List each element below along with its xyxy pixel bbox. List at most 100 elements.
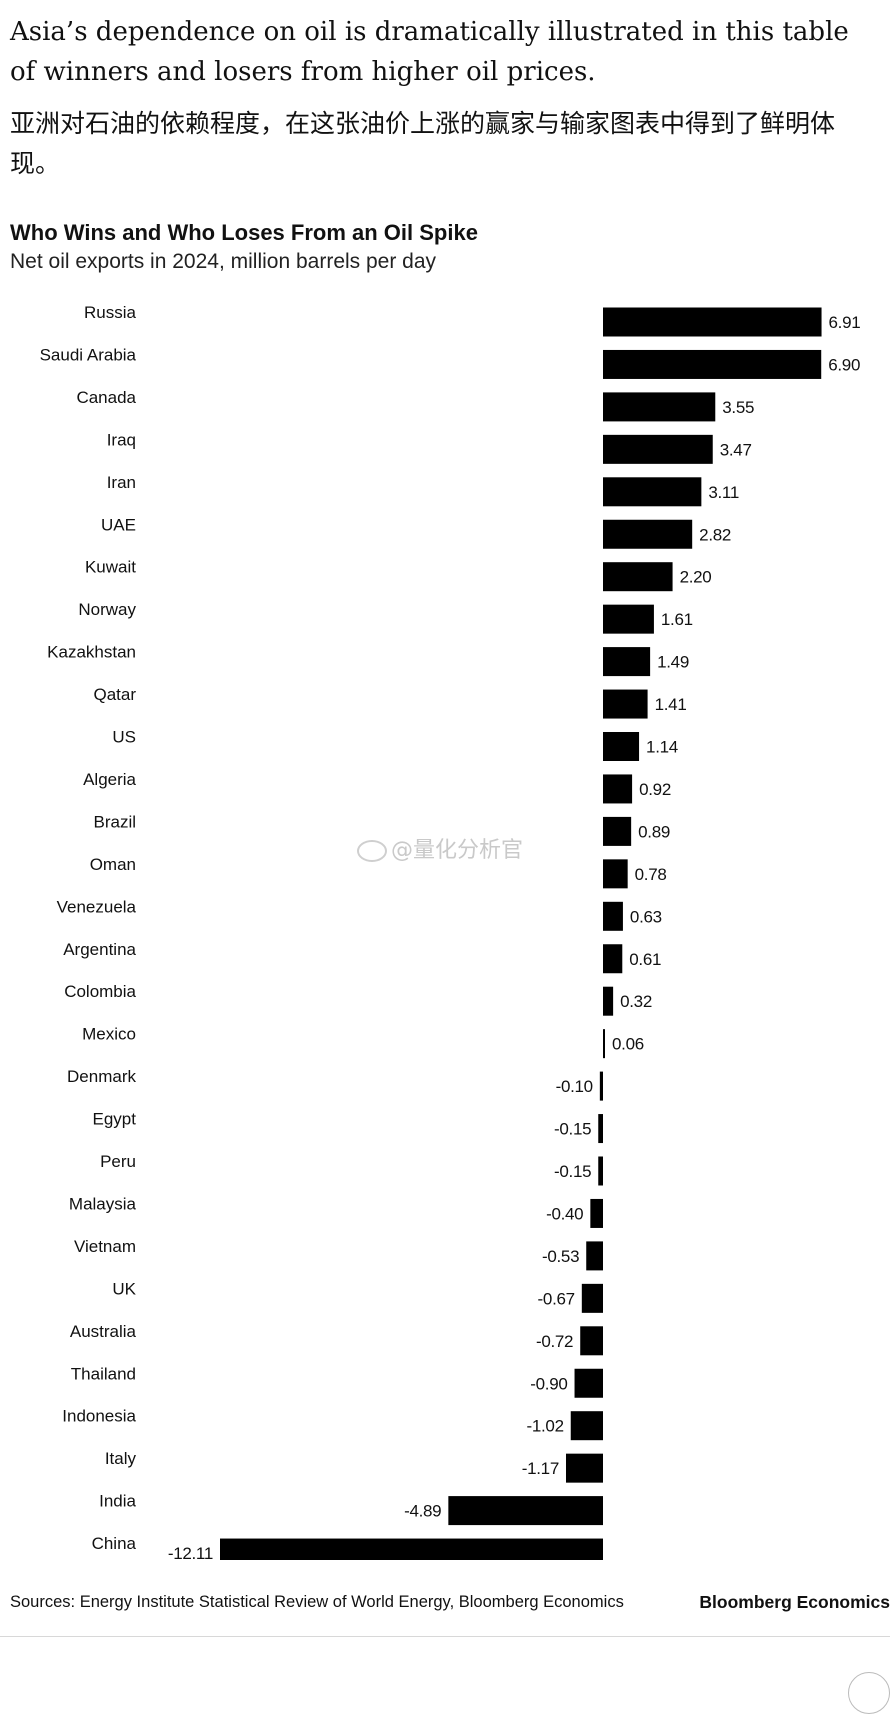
category-label-saudi-arabia: Saudi Arabia xyxy=(40,345,137,364)
category-label-brazil: Brazil xyxy=(93,812,136,831)
category-label-kuwait: Kuwait xyxy=(85,558,136,577)
value-label-australia: -0.72 xyxy=(536,1332,573,1351)
value-label-us: 1.14 xyxy=(646,738,678,757)
value-label-algeria: 0.92 xyxy=(639,780,671,799)
category-label-venezuela: Venezuela xyxy=(57,897,137,916)
category-label-kazakhstan: Kazakhstan xyxy=(47,643,136,662)
bar-uk xyxy=(581,1283,603,1313)
category-label-thailand: Thailand xyxy=(71,1364,136,1383)
value-label-indonesia: -1.02 xyxy=(526,1417,563,1436)
value-label-canada: 3.55 xyxy=(722,398,754,417)
article-intro-chinese: 亚洲对石油的依赖程度，在这张油价上涨的赢家与输家图表中得到了鲜明体现。 xyxy=(10,109,836,178)
value-label-argentina: 0.61 xyxy=(629,950,661,969)
bar-egypt xyxy=(598,1114,603,1144)
bar-mexico xyxy=(603,1029,605,1059)
round-action-icon[interactable] xyxy=(848,1672,890,1714)
category-label-italy: Italy xyxy=(105,1449,137,1468)
bar-algeria xyxy=(603,774,633,804)
value-label-india: -4.89 xyxy=(404,1502,441,1521)
category-label-india: India xyxy=(99,1492,136,1511)
value-label-brazil: 0.89 xyxy=(638,822,670,841)
category-label-colombia: Colombia xyxy=(64,982,136,1001)
value-label-malaysia: -0.40 xyxy=(546,1204,583,1223)
value-label-denmark: -0.10 xyxy=(556,1077,593,1096)
bar-iran xyxy=(603,477,702,507)
value-label-mexico: 0.06 xyxy=(612,1035,644,1054)
bar-russia xyxy=(603,307,822,337)
bar-oman xyxy=(603,859,628,889)
chart-source: Sources: Energy Institute Statistical Re… xyxy=(10,1593,624,1611)
bar-kuwait xyxy=(603,562,673,592)
bar-thailand xyxy=(574,1368,603,1398)
divider xyxy=(0,1636,890,1637)
bar-kazakhstan xyxy=(603,647,651,677)
category-label-vietnam: Vietnam xyxy=(74,1237,136,1256)
value-label-oman: 0.78 xyxy=(635,865,667,884)
bar-peru xyxy=(598,1156,603,1186)
bar-venezuela xyxy=(603,901,623,931)
category-label-uk: UK xyxy=(112,1279,136,1298)
value-label-peru: -0.15 xyxy=(554,1162,591,1181)
bar-italy xyxy=(565,1453,603,1483)
category-label-denmark: Denmark xyxy=(67,1067,136,1086)
category-label-egypt: Egypt xyxy=(93,1110,137,1129)
value-label-uae: 2.82 xyxy=(699,525,731,544)
article-intro-english: Asia’s dependence on oil is dramatically… xyxy=(10,17,849,87)
bar-colombia xyxy=(603,986,614,1016)
category-label-canada: Canada xyxy=(76,388,136,407)
bar-brazil xyxy=(603,816,632,846)
bar-iraq xyxy=(603,434,713,464)
bar-malaysia xyxy=(590,1198,603,1228)
category-label-mexico: Mexico xyxy=(82,1025,136,1044)
watermark: @量化分析官 xyxy=(357,832,523,864)
bar-uae xyxy=(603,519,693,549)
category-label-qatar: Qatar xyxy=(93,685,136,704)
value-label-vietnam: -0.53 xyxy=(542,1247,579,1266)
category-label-oman: Oman xyxy=(90,855,136,874)
bar-us xyxy=(603,732,640,761)
bar-indonesia xyxy=(570,1411,603,1441)
value-label-italy: -1.17 xyxy=(522,1459,559,1478)
category-label-china: China xyxy=(92,1534,137,1553)
category-label-algeria: Algeria xyxy=(83,770,136,789)
category-label-argentina: Argentina xyxy=(63,940,136,959)
weibo-logo-icon xyxy=(357,840,387,862)
bar-india xyxy=(448,1496,603,1526)
watermark-text: @量化分析官 xyxy=(391,838,524,863)
bar-denmark xyxy=(599,1071,603,1101)
bar-chart: Russia 6.91 Saudi Arabia 6.90 Canada 3.55 Iraq… xyxy=(40,303,861,1560)
category-label-iran: Iran xyxy=(107,473,136,492)
value-label-qatar: 1.41 xyxy=(655,695,687,714)
category-label-iraq: Iraq xyxy=(107,430,136,449)
bar-saudi-arabia xyxy=(603,349,822,379)
category-label-indonesia: Indonesia xyxy=(62,1407,136,1426)
bar-china xyxy=(220,1538,603,1560)
value-label-kazakhstan: 1.49 xyxy=(657,653,689,672)
value-label-russia: 6.91 xyxy=(829,313,861,332)
value-label-kuwait: 2.20 xyxy=(680,568,712,587)
category-label-australia: Australia xyxy=(70,1322,137,1341)
value-label-colombia: 0.32 xyxy=(620,992,652,1011)
brand-logo: Bloomberg Economics xyxy=(699,1592,890,1612)
value-label-iraq: 3.47 xyxy=(720,440,752,459)
value-label-iran: 3.11 xyxy=(708,483,739,502)
bar-canada xyxy=(603,392,716,422)
category-label-peru: Peru xyxy=(100,1152,136,1171)
value-label-thailand: -0.90 xyxy=(530,1374,567,1393)
value-label-venezuela: 0.63 xyxy=(630,907,662,926)
category-label-us: US xyxy=(112,728,136,747)
bar-vietnam xyxy=(586,1241,603,1271)
category-label-malaysia: Malaysia xyxy=(69,1194,137,1213)
value-label-egypt: -0.15 xyxy=(554,1120,591,1139)
bar-norway xyxy=(603,604,654,634)
category-label-russia: Russia xyxy=(84,303,137,322)
bar-qatar xyxy=(603,689,648,719)
value-label-china: -12.11 xyxy=(168,1544,213,1560)
value-label-norway: 1.61 xyxy=(661,610,693,629)
category-label-uae: UAE xyxy=(101,515,136,534)
value-label-uk: -0.67 xyxy=(538,1289,575,1308)
chart-title: Who Wins and Who Loses From an Oil Spike xyxy=(10,220,478,245)
value-label-saudi-arabia: 6.90 xyxy=(828,355,860,374)
category-label-norway: Norway xyxy=(78,600,136,619)
chart-subtitle: Net oil exports in 2024, million barrels… xyxy=(10,250,437,273)
